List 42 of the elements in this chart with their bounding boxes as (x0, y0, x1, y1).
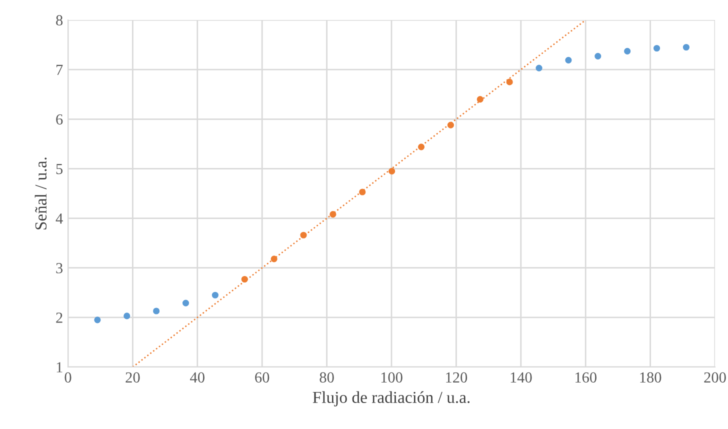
x-tick-label: 20 (126, 372, 140, 383)
y-tick-label: 7 (56, 64, 63, 75)
point (624, 48, 631, 55)
x-tick-label: 80 (320, 372, 334, 383)
point (418, 144, 425, 150)
point (300, 232, 307, 238)
point (594, 52, 602, 60)
point (124, 312, 130, 320)
x-tick-label: 100 (381, 372, 402, 383)
point (94, 316, 101, 324)
y-tick-label: 2 (56, 312, 62, 323)
y-tick-label: 8 (56, 15, 63, 26)
y-tick-label: 1 (56, 362, 62, 372)
x-tick-label: 60 (255, 372, 270, 383)
point (212, 292, 218, 298)
x-tick-label: 140 (510, 372, 532, 383)
x-axis-title: Flujo de radiación / u.a. (312, 391, 470, 406)
point (506, 78, 513, 86)
point (447, 122, 454, 128)
point (359, 188, 366, 196)
x-tick-label: 160 (575, 372, 596, 383)
x-tick-label: 180 (640, 372, 662, 383)
point (388, 168, 396, 174)
y-tick-label: 5 (56, 164, 63, 174)
y-tick-label: 6 (56, 114, 63, 125)
point (241, 276, 248, 283)
point (682, 44, 690, 51)
y-tick-label: 3 (56, 263, 63, 274)
point (565, 56, 572, 64)
x-tick-label: 0 (64, 372, 72, 383)
point (476, 96, 484, 103)
x-tick-label: 120 (446, 372, 468, 383)
point (536, 64, 542, 72)
point (153, 308, 160, 314)
x-tick-label: 40 (190, 372, 204, 383)
point (330, 211, 336, 218)
y-axis-title: Señal / u.a. (34, 158, 47, 230)
point (270, 256, 278, 262)
y-tick-label: 4 (56, 214, 63, 224)
x-tick-label: 200 (704, 372, 726, 383)
point (653, 44, 660, 52)
point (182, 300, 190, 306)
